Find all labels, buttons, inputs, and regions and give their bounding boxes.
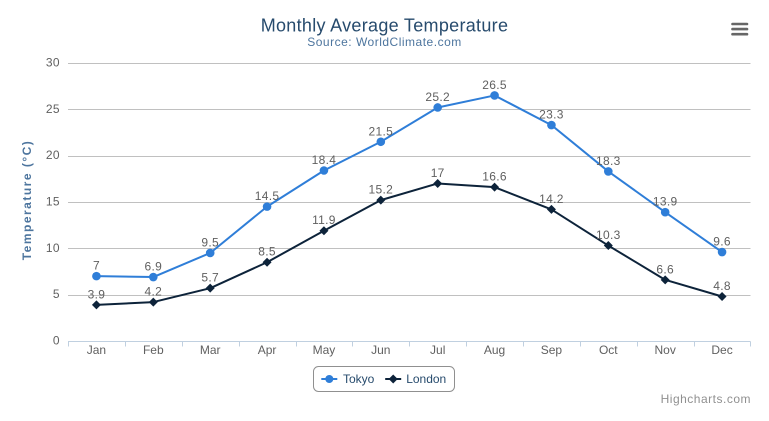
svg-text:10: 10 bbox=[46, 241, 60, 255]
svg-text:25.2: 25.2 bbox=[425, 90, 450, 104]
svg-text:0: 0 bbox=[53, 334, 60, 348]
svg-text:20: 20 bbox=[46, 148, 60, 162]
svg-text:May: May bbox=[313, 343, 336, 357]
svg-text:Jan: Jan bbox=[87, 343, 106, 357]
svg-text:4.8: 4.8 bbox=[713, 279, 731, 293]
svg-text:4.2: 4.2 bbox=[145, 285, 163, 299]
svg-text:9.5: 9.5 bbox=[201, 235, 219, 249]
svg-text:25: 25 bbox=[46, 102, 60, 116]
svg-text:Mar: Mar bbox=[200, 343, 221, 357]
svg-text:Sep: Sep bbox=[541, 343, 563, 357]
svg-text:Source: WorldClimate.com: Source: WorldClimate.com bbox=[307, 35, 462, 49]
svg-text:Feb: Feb bbox=[143, 343, 164, 357]
svg-text:16.6: 16.6 bbox=[482, 170, 507, 184]
svg-text:13.9: 13.9 bbox=[653, 195, 678, 209]
svg-text:17: 17 bbox=[431, 166, 445, 180]
svg-text:18.3: 18.3 bbox=[596, 154, 621, 168]
svg-text:Monthly Average Temperature: Monthly Average Temperature bbox=[261, 16, 509, 36]
svg-text:10.3: 10.3 bbox=[596, 228, 621, 242]
svg-text:Oct: Oct bbox=[599, 343, 618, 357]
svg-text:21.5: 21.5 bbox=[369, 124, 394, 138]
svg-text:8.5: 8.5 bbox=[258, 245, 276, 259]
svg-text:Highcharts.com: Highcharts.com bbox=[661, 392, 751, 406]
svg-text:Dec: Dec bbox=[711, 343, 732, 357]
svg-text:15.2: 15.2 bbox=[369, 183, 394, 197]
svg-text:18.4: 18.4 bbox=[312, 153, 337, 167]
svg-text:London: London bbox=[406, 372, 446, 386]
svg-text:Nov: Nov bbox=[655, 343, 676, 357]
svg-text:9.6: 9.6 bbox=[713, 235, 731, 249]
svg-text:6.9: 6.9 bbox=[145, 260, 163, 274]
svg-text:Apr: Apr bbox=[258, 343, 277, 357]
svg-text:11.9: 11.9 bbox=[312, 213, 336, 227]
svg-text:Aug: Aug bbox=[484, 343, 505, 357]
svg-text:Temperature (°C): Temperature (°C) bbox=[20, 140, 34, 261]
svg-text:30: 30 bbox=[46, 56, 60, 70]
svg-text:5.7: 5.7 bbox=[201, 271, 219, 285]
svg-text:Jun: Jun bbox=[371, 343, 390, 357]
svg-text:14.5: 14.5 bbox=[255, 189, 280, 203]
svg-text:Jul: Jul bbox=[430, 343, 445, 357]
svg-text:15: 15 bbox=[46, 195, 60, 209]
svg-text:5: 5 bbox=[53, 287, 60, 301]
svg-text:23.3: 23.3 bbox=[539, 108, 564, 122]
svg-text:Tokyo: Tokyo bbox=[343, 372, 375, 386]
svg-text:14.2: 14.2 bbox=[539, 192, 564, 206]
svg-text:26.5: 26.5 bbox=[482, 78, 507, 92]
svg-text:7: 7 bbox=[93, 259, 100, 273]
svg-text:3.9: 3.9 bbox=[88, 287, 106, 301]
svg-text:6.6: 6.6 bbox=[656, 262, 674, 276]
